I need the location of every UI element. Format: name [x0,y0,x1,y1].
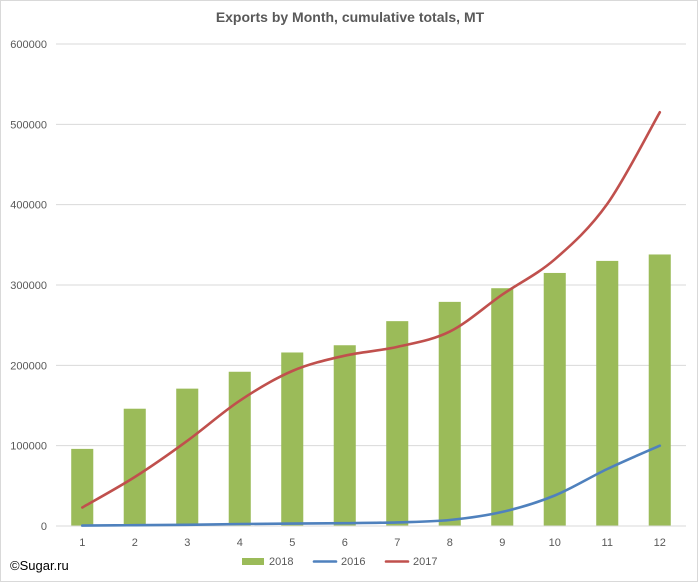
y-tick-label: 100000 [10,441,47,453]
legend-swatch-2018 [242,558,264,565]
y-tick-label: 400000 [10,200,47,212]
bar-2018 [71,448,94,526]
bar-2018 [648,254,671,526]
bar-2018 [438,301,461,526]
y-tick-label: 0 [41,521,47,533]
x-tick-label: 10 [549,537,561,549]
bar-2018 [281,352,304,526]
x-tick-label: 11 [602,537,613,549]
copyright-text: ©Sugar.ru [10,558,69,573]
gridlines [56,43,686,447]
line-2017 [81,111,662,509]
x-tick-label: 12 [654,537,666,549]
bar-2018 [596,260,619,526]
bar-series [71,254,671,526]
bar-2018 [228,371,251,526]
x-axis-ticks: 1 2 3 4 5 6 7 8 9 10 11 12 [79,537,666,549]
x-tick-label: 6 [342,537,348,549]
chart-title: Exports by Month, cumulative totals, MT [215,9,485,25]
x-tick-label: 4 [237,537,243,549]
bar-2018 [543,272,566,526]
legend-label-2018: 2018 [269,556,293,568]
y-axis-ticks: 0 100000 200000 300000 400000 500000 600000 [10,39,47,533]
legend: 2018 2016 2017 [242,556,437,568]
bar-2018 [333,345,356,526]
line-2016 [81,444,662,527]
x-tick-label: 5 [289,537,295,549]
y-tick-label: 300000 [10,280,47,292]
bar-2018 [123,408,146,526]
bar-2018 [491,288,514,526]
y-tick-label: 600000 [10,39,47,51]
x-tick-label: 3 [184,537,190,549]
bar-2018 [176,388,199,526]
x-tick-label: 2 [132,537,138,549]
y-tick-label: 200000 [10,360,47,372]
y-tick-label: 500000 [10,119,47,131]
bar-2018 [386,321,409,526]
x-tick-label: 7 [394,537,400,549]
legend-label-2016: 2016 [341,556,365,568]
legend-label-2017: 2017 [413,556,437,568]
line-series [81,111,662,527]
x-tick-label: 1 [79,537,85,549]
x-tick-label: 8 [447,537,453,549]
x-tick-label: 9 [499,537,505,549]
